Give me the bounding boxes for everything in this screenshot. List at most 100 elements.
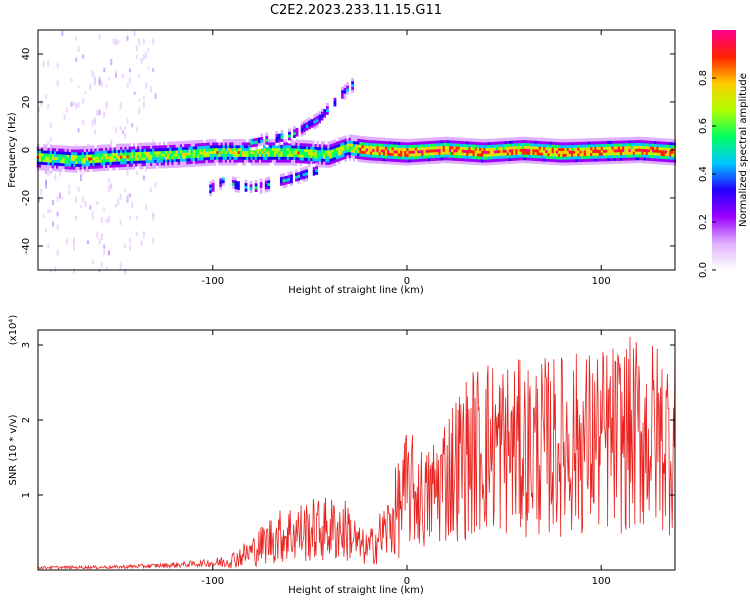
heatmap-cell — [70, 169, 74, 173]
heatmap-cell — [216, 156, 219, 160]
heatmap-cell — [105, 161, 108, 166]
heatmap-cell — [485, 141, 489, 146]
heatmap-cell — [427, 143, 431, 147]
heatmap-cell — [425, 158, 429, 162]
heatmap-cell — [192, 140, 196, 144]
heatmap-cell — [167, 150, 170, 154]
heatmap-cell — [216, 159, 219, 163]
heatmap-cell — [408, 141, 412, 146]
heatmap-cell — [141, 142, 145, 147]
heatmap-cell — [643, 148, 647, 152]
heatmap-cell — [474, 144, 478, 148]
heatmap-cell — [47, 209, 50, 214]
heatmap-cell — [301, 160, 305, 164]
heatmap-cell — [442, 148, 446, 152]
heatmap-cell — [350, 157, 354, 162]
heatmap-cell — [444, 148, 448, 152]
heatmap-cell — [624, 157, 627, 161]
heatmap-cell — [315, 124, 319, 128]
heatmap-cell — [103, 161, 106, 166]
heatmap-cell — [154, 145, 157, 149]
heatmap-cell — [184, 149, 187, 153]
heatmap-cell — [277, 138, 281, 143]
heatmap-cell — [560, 159, 563, 163]
heatmap-cell — [295, 139, 298, 143]
heatmap-cell — [291, 153, 294, 157]
heatmap-cell — [662, 152, 666, 157]
heatmap-cell — [385, 149, 388, 153]
heatmap-cell — [96, 147, 100, 152]
heatmap-cell — [323, 108, 327, 112]
heatmap-cell — [630, 136, 634, 141]
heatmap-cell — [466, 140, 469, 145]
heatmap-cell — [43, 158, 46, 163]
heatmap-cell — [558, 138, 561, 143]
heatmap-cell — [122, 160, 125, 165]
heatmap-cell — [489, 147, 493, 151]
heatmap-cell — [485, 147, 489, 151]
heatmap-cell — [399, 144, 403, 148]
heatmap-cell — [340, 148, 343, 152]
heatmap-cell — [442, 154, 446, 158]
heatmap-cell — [199, 139, 202, 144]
heatmap-cell — [167, 144, 170, 148]
heatmap-cell — [389, 146, 392, 151]
heatmap-cell — [131, 123, 134, 128]
heatmap-cell — [372, 154, 375, 158]
heatmap-cell — [613, 146, 617, 150]
heatmap-cell — [333, 150, 337, 155]
heatmap-cell — [547, 141, 550, 145]
heatmap-cell — [152, 156, 155, 161]
heatmap-cell — [671, 161, 674, 166]
heatmap-cell — [487, 153, 491, 157]
heatmap-cell — [562, 162, 565, 166]
heatmap-cell — [233, 144, 236, 149]
heatmap-cell — [284, 172, 288, 176]
colorbar-tick-label: 0.2 — [698, 214, 709, 230]
heatmap-cell — [399, 150, 403, 154]
heatmap-cell — [70, 157, 74, 161]
heatmap-cell — [267, 147, 271, 152]
heatmap-cell — [124, 188, 127, 193]
heatmap-cell — [658, 149, 662, 153]
heatmap-cell — [598, 140, 602, 145]
heatmap-cell — [498, 149, 501, 154]
heatmap-cell — [592, 158, 595, 162]
heatmap-cell — [315, 165, 319, 170]
heatmap-cell — [117, 146, 121, 151]
heatmap-cell — [395, 147, 399, 151]
heatmap-cell — [352, 155, 356, 159]
heatmap-cell — [288, 134, 291, 138]
heatmap-cell — [47, 150, 51, 154]
heatmap-cell — [461, 152, 465, 156]
heatmap-cell — [115, 155, 119, 159]
heatmap-cell — [128, 163, 132, 167]
heatmap-cell — [410, 158, 414, 163]
heatmap-cell — [562, 156, 565, 160]
heatmap-cell — [300, 133, 304, 137]
heatmap-cell — [231, 188, 235, 192]
heatmap-cell — [506, 152, 510, 156]
heatmap-cell — [197, 151, 200, 155]
heatmap-cell — [602, 140, 606, 145]
heatmap-cell — [425, 160, 429, 165]
heatmap-cell — [318, 143, 322, 148]
heatmap-cell — [107, 185, 110, 193]
heatmap-cell — [579, 161, 583, 165]
heatmap-cell — [658, 143, 662, 148]
heatmap-cell — [224, 156, 228, 160]
heatmap-cell — [649, 148, 653, 153]
heatmap-cell — [519, 139, 523, 144]
heatmap-cell — [327, 164, 330, 168]
heatmap-cell — [164, 147, 168, 151]
heatmap-cell — [532, 145, 536, 150]
heatmap-cell — [58, 192, 61, 199]
heatmap-cell — [158, 142, 162, 146]
heatmap-cell — [449, 151, 452, 155]
heatmap-cell — [64, 154, 68, 158]
heatmap-cell — [45, 153, 48, 157]
heatmap-cell — [523, 136, 527, 141]
heatmap-cell — [263, 141, 266, 146]
heatmap-cell — [491, 158, 495, 163]
